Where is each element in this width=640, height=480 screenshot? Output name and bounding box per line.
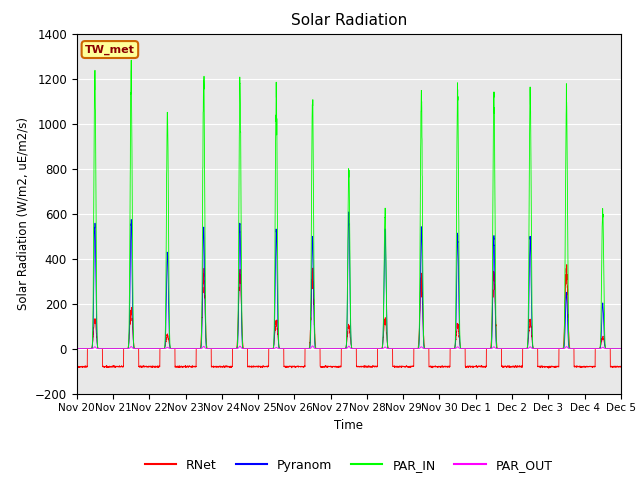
PAR_IN <box>502 346 509 351</box>
PAR_OUT <box>471 346 479 351</box>
RNet <box>617 364 625 370</box>
RNet <box>563 262 571 267</box>
PAR_IN <box>616 346 624 351</box>
X-axis label: Time: Time <box>334 419 364 432</box>
PAR_OUT <box>502 346 509 351</box>
PAR_IN <box>617 346 625 351</box>
PAR_IN <box>329 346 337 351</box>
Text: TW_met: TW_met <box>85 44 135 55</box>
PAR_IN <box>127 57 135 63</box>
Line: PAR_IN: PAR_IN <box>77 60 621 348</box>
PAR_IN <box>441 346 449 351</box>
PAR_OUT <box>171 346 179 351</box>
PAR_OUT <box>73 346 81 351</box>
Pyranom <box>502 346 509 351</box>
Line: RNet: RNet <box>77 264 621 368</box>
Pyranom <box>328 346 336 351</box>
Title: Solar Radiation: Solar Radiation <box>291 13 407 28</box>
Pyranom <box>345 209 353 215</box>
RNet <box>440 364 448 370</box>
Line: Pyranom: Pyranom <box>77 212 621 348</box>
PAR_OUT <box>617 346 625 351</box>
Y-axis label: Solar Radiation (W/m2, uE/m2/s): Solar Radiation (W/m2, uE/m2/s) <box>17 117 29 310</box>
Pyranom <box>171 346 179 351</box>
PAR_OUT <box>329 346 337 351</box>
Pyranom <box>441 346 449 351</box>
PAR_IN <box>171 346 179 351</box>
PAR_OUT <box>308 343 316 349</box>
RNet <box>73 363 81 369</box>
PAR_OUT <box>616 346 624 351</box>
RNet <box>616 363 624 369</box>
PAR_IN <box>73 346 81 351</box>
PAR_OUT <box>441 346 449 351</box>
PAR_IN <box>471 346 479 351</box>
RNet <box>502 363 509 369</box>
RNet <box>328 364 336 370</box>
RNet <box>471 363 479 369</box>
Pyranom <box>616 346 624 351</box>
Pyranom <box>471 346 479 351</box>
Pyranom <box>617 346 625 351</box>
RNet <box>545 365 552 371</box>
Pyranom <box>73 346 81 351</box>
RNet <box>171 346 179 351</box>
Line: PAR_OUT: PAR_OUT <box>77 346 621 348</box>
Legend: RNet, Pyranom, PAR_IN, PAR_OUT: RNet, Pyranom, PAR_IN, PAR_OUT <box>140 454 557 477</box>
